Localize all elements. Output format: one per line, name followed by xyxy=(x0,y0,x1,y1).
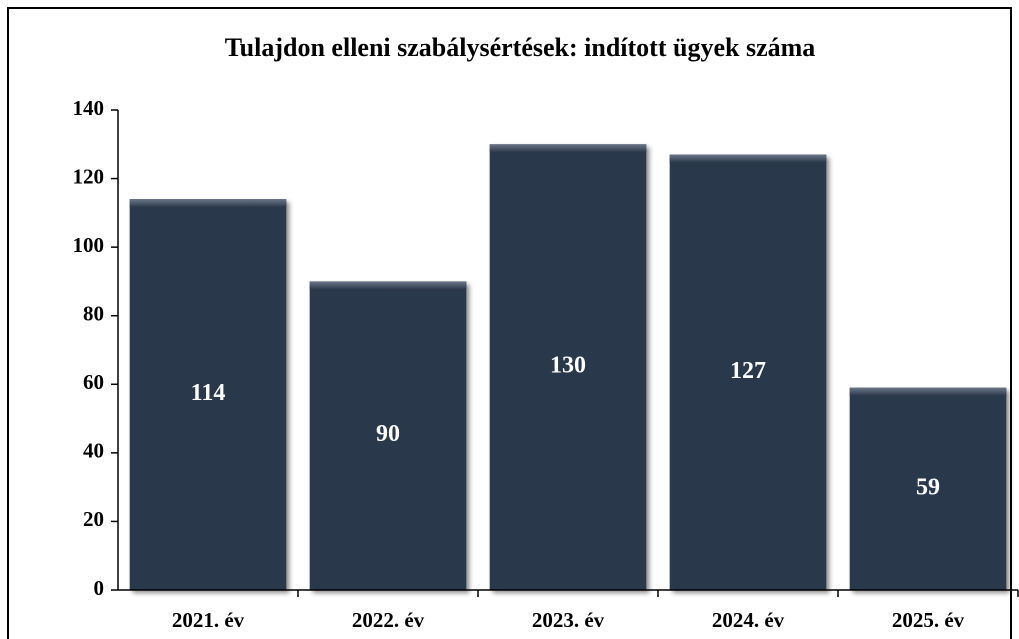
bar xyxy=(309,281,467,590)
value-label: 114 xyxy=(191,380,226,406)
bar-bevel xyxy=(129,199,287,208)
bar xyxy=(489,144,647,591)
x-tick-label: 2023. év xyxy=(532,608,605,632)
bar-bevel xyxy=(489,144,647,153)
bar-bevel xyxy=(849,387,1007,396)
bar xyxy=(849,387,1007,590)
y-tick-label: 60 xyxy=(83,370,104,394)
y-tick-label: 140 xyxy=(73,96,105,120)
y-tick-label: 100 xyxy=(73,233,105,257)
bar xyxy=(669,154,827,591)
x-tick-label: 2024. év xyxy=(712,608,785,632)
y-tick-label: 80 xyxy=(83,302,104,326)
value-label: 59 xyxy=(916,474,940,500)
y-tick-label: 120 xyxy=(73,164,105,188)
x-tick-label: 2021. év xyxy=(172,608,245,632)
y-tick-label: 20 xyxy=(83,507,104,531)
chart-title: Tulajdon elleni szabálysértések: indítot… xyxy=(225,33,816,62)
bar-bevel xyxy=(669,154,827,163)
bar-bevel xyxy=(309,281,467,290)
value-label: 127 xyxy=(730,358,766,384)
x-tick-label: 2022. év xyxy=(352,608,425,632)
x-tick-label: 2025. év xyxy=(892,608,965,632)
bar xyxy=(129,199,287,590)
value-label: 90 xyxy=(376,421,400,447)
value-label: 130 xyxy=(550,353,586,379)
y-tick-label: 40 xyxy=(83,439,104,463)
y-tick-label: 0 xyxy=(94,576,105,600)
